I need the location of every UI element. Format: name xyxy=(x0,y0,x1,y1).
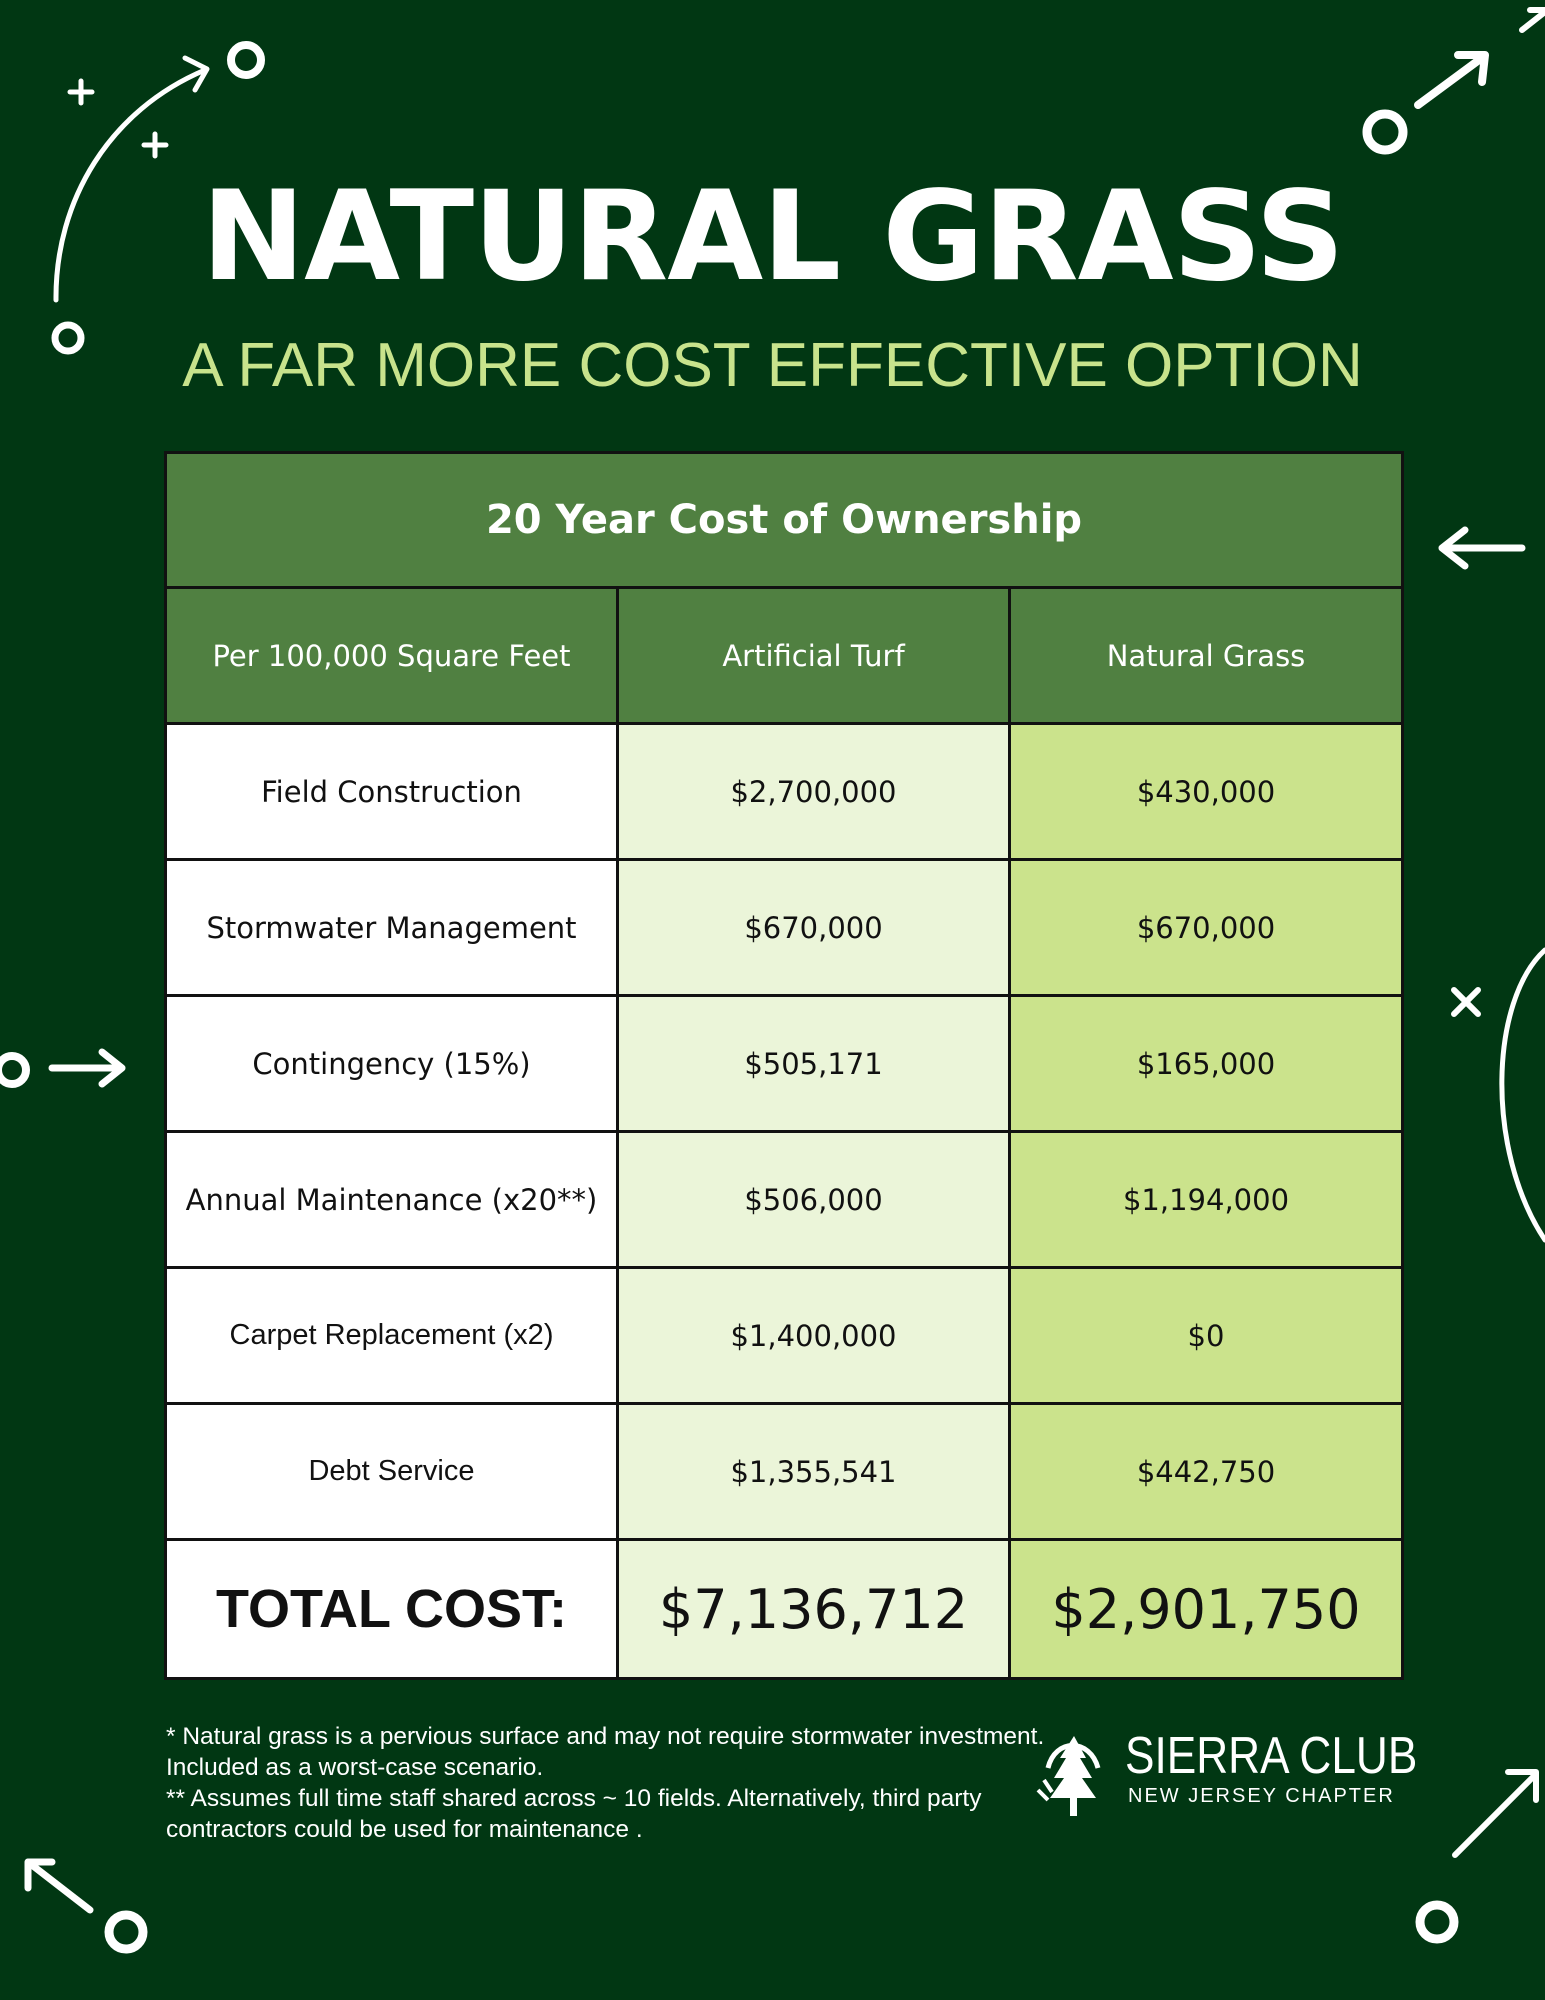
table-row: Carpet Replacement (x2) $1,400,000 $0 xyxy=(164,1266,1405,1405)
footnotes: * Natural grass is a pervious surface an… xyxy=(166,1721,1046,1845)
grass-cost-cell: $442,750 xyxy=(1007,1402,1405,1541)
right-arrow-icon xyxy=(48,1048,126,1088)
footnote: * Natural grass is a pervious surface an… xyxy=(166,1723,1045,1781)
grass-total-cell: $2,901,750 xyxy=(1007,1538,1405,1680)
grass-cost-cell: $430,000 xyxy=(1007,722,1405,861)
column-header: Natural Grass xyxy=(1007,586,1405,725)
arrow-icon xyxy=(24,1858,94,1914)
logo-chapter: NEW JERSEY CHAPTER xyxy=(1128,1785,1395,1807)
arrow-icon xyxy=(1519,7,1545,33)
turf-cost-cell: $670,000 xyxy=(616,858,1011,997)
row-label: Contingency (15%) xyxy=(164,994,619,1133)
table-row: Stormwater Management $670,000 $670,000 xyxy=(164,858,1405,997)
table-row: Contingency (15%) $505,171 $165,000 xyxy=(164,994,1405,1133)
grass-cost-cell: $1,194,000 xyxy=(1007,1130,1405,1269)
table-row: Debt Service $1,355,541 $442,750 xyxy=(164,1402,1405,1541)
total-row: TOTAL COST: $7,136,712 $2,901,750 xyxy=(164,1538,1405,1680)
circle-marker-icon xyxy=(104,1910,148,1954)
grass-cost-cell: $0 xyxy=(1007,1266,1405,1405)
turf-cost-cell: $1,355,541 xyxy=(616,1402,1011,1541)
column-header: Artificial Turf xyxy=(616,586,1011,725)
total-label: TOTAL COST: xyxy=(164,1538,619,1680)
column-header: Per 100,000 Square Feet xyxy=(164,586,619,725)
sequoia-tree-icon xyxy=(1036,1736,1101,1816)
circle-marker-icon xyxy=(227,41,265,79)
circle-marker-icon xyxy=(0,1052,30,1088)
logo-name: SIERRA CLUB xyxy=(1125,1727,1418,1785)
table-caption: 20 Year Cost of Ownership xyxy=(163,451,1405,589)
grass-cost-cell: $670,000 xyxy=(1007,858,1405,997)
circle-marker-icon xyxy=(1415,1900,1459,1944)
curved-arrow-icon xyxy=(53,55,210,303)
row-label: Annual Maintenance (x20**) xyxy=(164,1130,619,1269)
row-label: Carpet Replacement (x2) xyxy=(164,1266,619,1405)
arrow-icon xyxy=(1414,51,1489,109)
arrow-icon xyxy=(1452,1769,1539,1858)
row-label: Stormwater Management xyxy=(164,858,619,997)
footnote: ** Assumes full time staff shared across… xyxy=(166,1785,982,1843)
row-label: Field Construction xyxy=(164,722,619,861)
turf-cost-cell: $2,700,000 xyxy=(616,722,1011,861)
table-row: Field Construction $2,700,000 $430,000 xyxy=(164,722,1405,861)
x-marker-icon xyxy=(1451,987,1481,1017)
curved-line-icon xyxy=(1499,947,1545,1243)
circle-marker-icon xyxy=(51,321,85,355)
table-row: Annual Maintenance (x20**) $506,000 $1,1… xyxy=(164,1130,1405,1269)
page-title: NATURAL GRASS xyxy=(201,165,1344,309)
turf-total-cell: $7,136,712 xyxy=(616,1538,1011,1680)
turf-cost-cell: $506,000 xyxy=(616,1130,1011,1269)
grass-cost-cell: $165,000 xyxy=(1007,994,1405,1133)
turf-cost-cell: $505,171 xyxy=(616,994,1011,1133)
circle-marker-icon xyxy=(1362,109,1408,155)
cross-marker-icon xyxy=(67,78,169,159)
sierra-club-logo: SIERRA CLUB NEW JERSEY CHAPTER xyxy=(1030,1728,1417,1818)
row-label: Debt Service xyxy=(164,1402,619,1541)
page-subtitle: A FAR MORE COST EFFECTIVE OPTION xyxy=(182,331,1363,400)
turf-cost-cell: $1,400,000 xyxy=(616,1266,1011,1405)
cost-table: 20 Year Cost of Ownership Per 100,000 Sq… xyxy=(163,451,1405,1680)
left-arrow-icon xyxy=(1438,526,1526,570)
